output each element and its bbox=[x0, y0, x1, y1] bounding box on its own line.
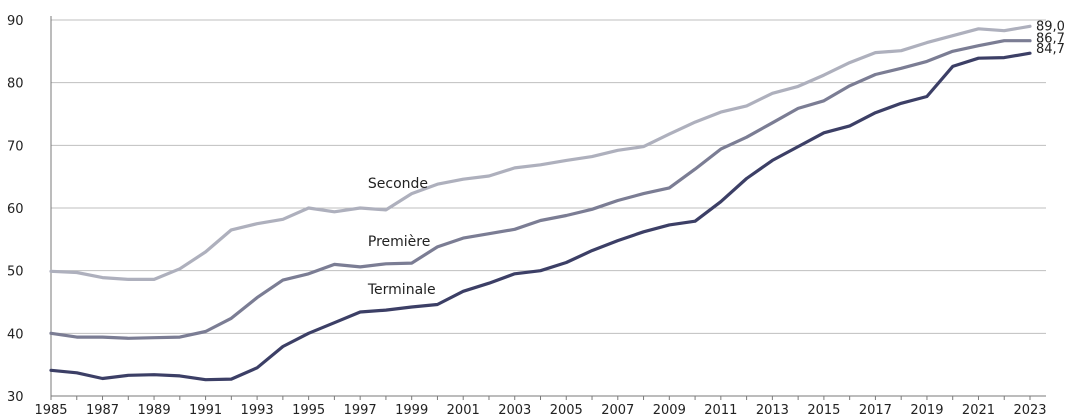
x-tick-label-2023: 2023 bbox=[1013, 403, 1046, 418]
x-tick-label-1997: 1997 bbox=[344, 403, 377, 418]
gridlines bbox=[51, 19, 1046, 334]
x-tick-label-1995: 1995 bbox=[292, 403, 325, 418]
y-tick-label-70: 70 bbox=[7, 139, 24, 154]
x-tick-label-1987: 1987 bbox=[86, 403, 119, 418]
y-tick-label-90: 90 bbox=[7, 14, 24, 29]
end-value-label-seconde: 89,0 bbox=[1036, 19, 1065, 34]
x-tick-label-1991: 1991 bbox=[189, 403, 222, 418]
x-tick-label-2001: 2001 bbox=[447, 403, 480, 418]
series-line-terminale bbox=[49, 51, 1032, 382]
x-tick-label-2017: 2017 bbox=[859, 403, 892, 418]
x-tick-label-2009: 2009 bbox=[653, 403, 686, 418]
x-tick-label-1993: 1993 bbox=[241, 403, 274, 418]
y-tick-label-40: 40 bbox=[7, 327, 24, 342]
end-value-label-premire: 86,7 bbox=[1036, 32, 1065, 47]
y-tick-label-60: 60 bbox=[7, 202, 24, 217]
x-tick-label-2021: 2021 bbox=[962, 403, 995, 418]
x-tick-label-2003: 2003 bbox=[498, 403, 531, 418]
series-name-label: Seconde bbox=[368, 176, 428, 192]
series-line-seconde bbox=[49, 24, 1032, 281]
labels: 89,086,784,7 Seconde Première Terminale bbox=[367, 19, 1065, 298]
series-line-premire bbox=[49, 39, 1032, 340]
series-name-label: Terminale bbox=[367, 282, 436, 298]
x-tick-label-2005: 2005 bbox=[550, 403, 583, 418]
series-lines bbox=[49, 24, 1032, 382]
x-tick-label-2011: 2011 bbox=[704, 403, 737, 418]
end-value-label-terminale: 84,7 bbox=[1036, 42, 1065, 57]
x-tick-label-1985: 1985 bbox=[34, 403, 67, 418]
y-tick-label-50: 50 bbox=[7, 265, 24, 280]
x-tick-label-2019: 2019 bbox=[910, 403, 943, 418]
y-tick-label-80: 80 bbox=[7, 77, 24, 92]
x-tick-label-2007: 2007 bbox=[601, 403, 634, 418]
series-name-label: Première bbox=[368, 234, 430, 250]
x-tick-label-1999: 1999 bbox=[395, 403, 428, 418]
x-tick-label-2015: 2015 bbox=[807, 403, 840, 418]
axes: 30 40 50 60 70 80 90 1985 1987 1989 1991 1993 1995 19… bbox=[7, 14, 1047, 418]
x-tick-label-2013: 2013 bbox=[756, 403, 789, 418]
x-tick-label-1989: 1989 bbox=[138, 403, 171, 418]
y-tick-label-30: 30 bbox=[7, 390, 24, 405]
